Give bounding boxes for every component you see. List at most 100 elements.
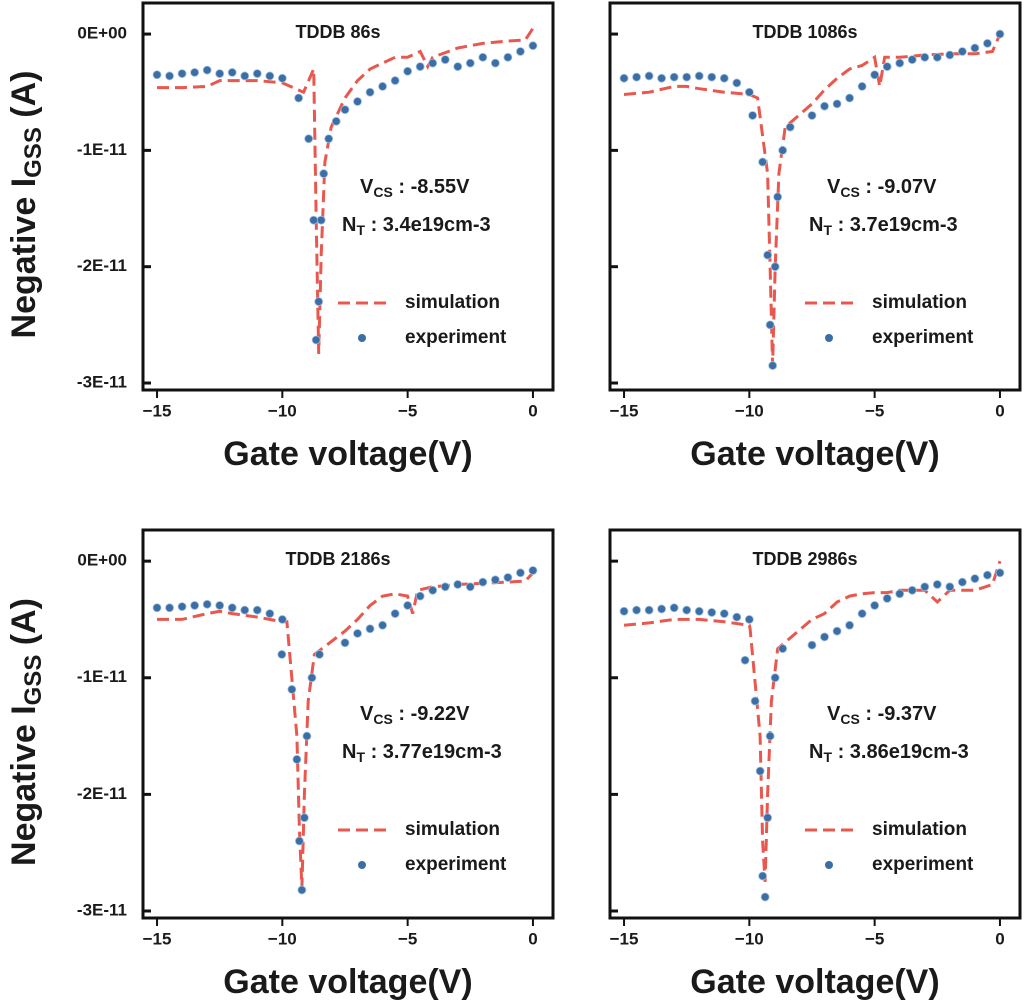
experiment-point — [719, 609, 729, 619]
plot-background — [143, 530, 553, 918]
y-axis-label: Negative IGSS (A) — [5, 598, 47, 866]
x-tick-label: −10 — [735, 929, 764, 948]
experiment-point — [820, 101, 829, 111]
experiment-point — [503, 573, 513, 582]
experiment-point — [215, 601, 225, 610]
experiment-point — [177, 69, 187, 79]
annotation-sub: CS — [840, 184, 859, 200]
legend-marker — [358, 861, 366, 869]
experiment-point — [453, 580, 463, 589]
annotation-tail: : -9.07V — [860, 176, 937, 198]
legend-label: simulation — [872, 292, 967, 313]
experiment-point — [292, 754, 302, 764]
annotation-tail: : -8.55V — [393, 176, 470, 198]
experiment-point — [682, 72, 692, 82]
x-tick-label: −5 — [398, 929, 417, 948]
experiment-point — [390, 609, 400, 619]
experiment-point — [311, 335, 321, 345]
experiment-point — [755, 766, 765, 776]
experiment-point — [465, 58, 475, 68]
experiment-point — [316, 215, 326, 225]
y-tick-label: -1E-11 — [77, 140, 127, 159]
experiment-point — [252, 605, 262, 615]
experiment-point — [995, 568, 1005, 578]
experiment-point — [403, 601, 413, 610]
experiment-point — [403, 66, 413, 76]
y-axis-label-sub: GSS — [20, 655, 47, 706]
experiment-point — [983, 38, 992, 48]
panel-title: TDDB 2986s — [752, 549, 857, 569]
experiment-point — [277, 615, 287, 624]
experiment-point — [970, 574, 980, 584]
experiment-point — [177, 602, 187, 612]
annotation-sub: T — [356, 749, 365, 765]
x-axis-label: Gate voltage(V) — [690, 435, 939, 473]
legend-label: experiment — [872, 854, 974, 875]
experiment-point — [778, 145, 788, 155]
annotation-tail: : 3.4e19cm-3 — [365, 214, 491, 236]
experiment-point — [331, 116, 341, 126]
x-tick-label: −10 — [268, 929, 297, 948]
experiment-point — [682, 605, 692, 615]
experiment-point — [240, 605, 250, 615]
experiment-point — [309, 215, 319, 225]
legend-marker — [825, 861, 833, 869]
experiment-point — [707, 608, 717, 617]
experiment-point — [763, 813, 773, 823]
experiment-point — [227, 603, 237, 613]
x-tick-label: 0 — [528, 929, 537, 948]
experiment-point — [744, 87, 754, 97]
x-tick-label: −15 — [143, 929, 172, 948]
experiment-point — [694, 606, 704, 616]
experiment-point — [732, 612, 742, 622]
experiment-point — [763, 250, 773, 260]
annotation: VCS : -9.37V — [827, 703, 937, 726]
annotation-main: V — [360, 703, 374, 725]
experiment-point — [287, 685, 297, 694]
experiment-point — [945, 50, 955, 60]
experiment-point — [970, 43, 980, 53]
experiment-point — [845, 93, 854, 103]
experiment-point — [758, 871, 768, 881]
experiment-point — [490, 575, 500, 585]
y-tick-label: -1E-11 — [77, 667, 127, 686]
experiment-point — [820, 632, 829, 642]
x-tick-label: −15 — [610, 401, 639, 420]
plot-background — [610, 3, 1020, 390]
plot-background — [610, 530, 1020, 918]
experiment-point — [440, 55, 450, 65]
x-axis-label: Gate voltage(V) — [690, 963, 939, 1001]
y-axis-label-main: Negative I — [5, 178, 43, 339]
simulation-line — [623, 560, 1002, 882]
x-tick-label: −5 — [398, 401, 417, 420]
y-tick-label: -3E-11 — [77, 900, 127, 919]
experiment-point — [778, 644, 788, 654]
experiment-point — [758, 157, 768, 167]
y-axis-label-tail: (A) — [5, 71, 43, 128]
y-axis-label: Negative IGSS (A) — [5, 71, 47, 339]
experiment-point — [895, 589, 905, 599]
experiment-point — [773, 192, 783, 202]
annotation-sub: T — [823, 222, 832, 238]
experiment-point — [807, 111, 817, 120]
legend-label: simulation — [405, 292, 500, 313]
experiment-point — [297, 885, 307, 895]
experiment-point — [294, 836, 304, 846]
experiment-point — [415, 591, 425, 601]
legend-label: simulation — [872, 819, 967, 840]
annotation-main: N — [342, 741, 356, 763]
experiment-point — [920, 52, 930, 62]
experiment-point — [882, 594, 892, 603]
x-axis-label: Gate voltage(V) — [223, 963, 472, 1001]
experiment-point — [304, 134, 314, 144]
experiment-point — [719, 73, 729, 83]
experiment-point — [995, 29, 1005, 39]
panel: 0E+00 -1E-11 -2E-11 -3E-11 −15 −10 −5 0 TDDB 86s… — [5, 1, 555, 473]
y-axis-label-sub: GSS — [20, 127, 47, 178]
experiment-point — [644, 71, 654, 81]
experiment-point — [315, 650, 324, 659]
experiment-point — [619, 606, 629, 616]
experiment-point — [870, 601, 880, 610]
experiment-point — [832, 99, 842, 109]
